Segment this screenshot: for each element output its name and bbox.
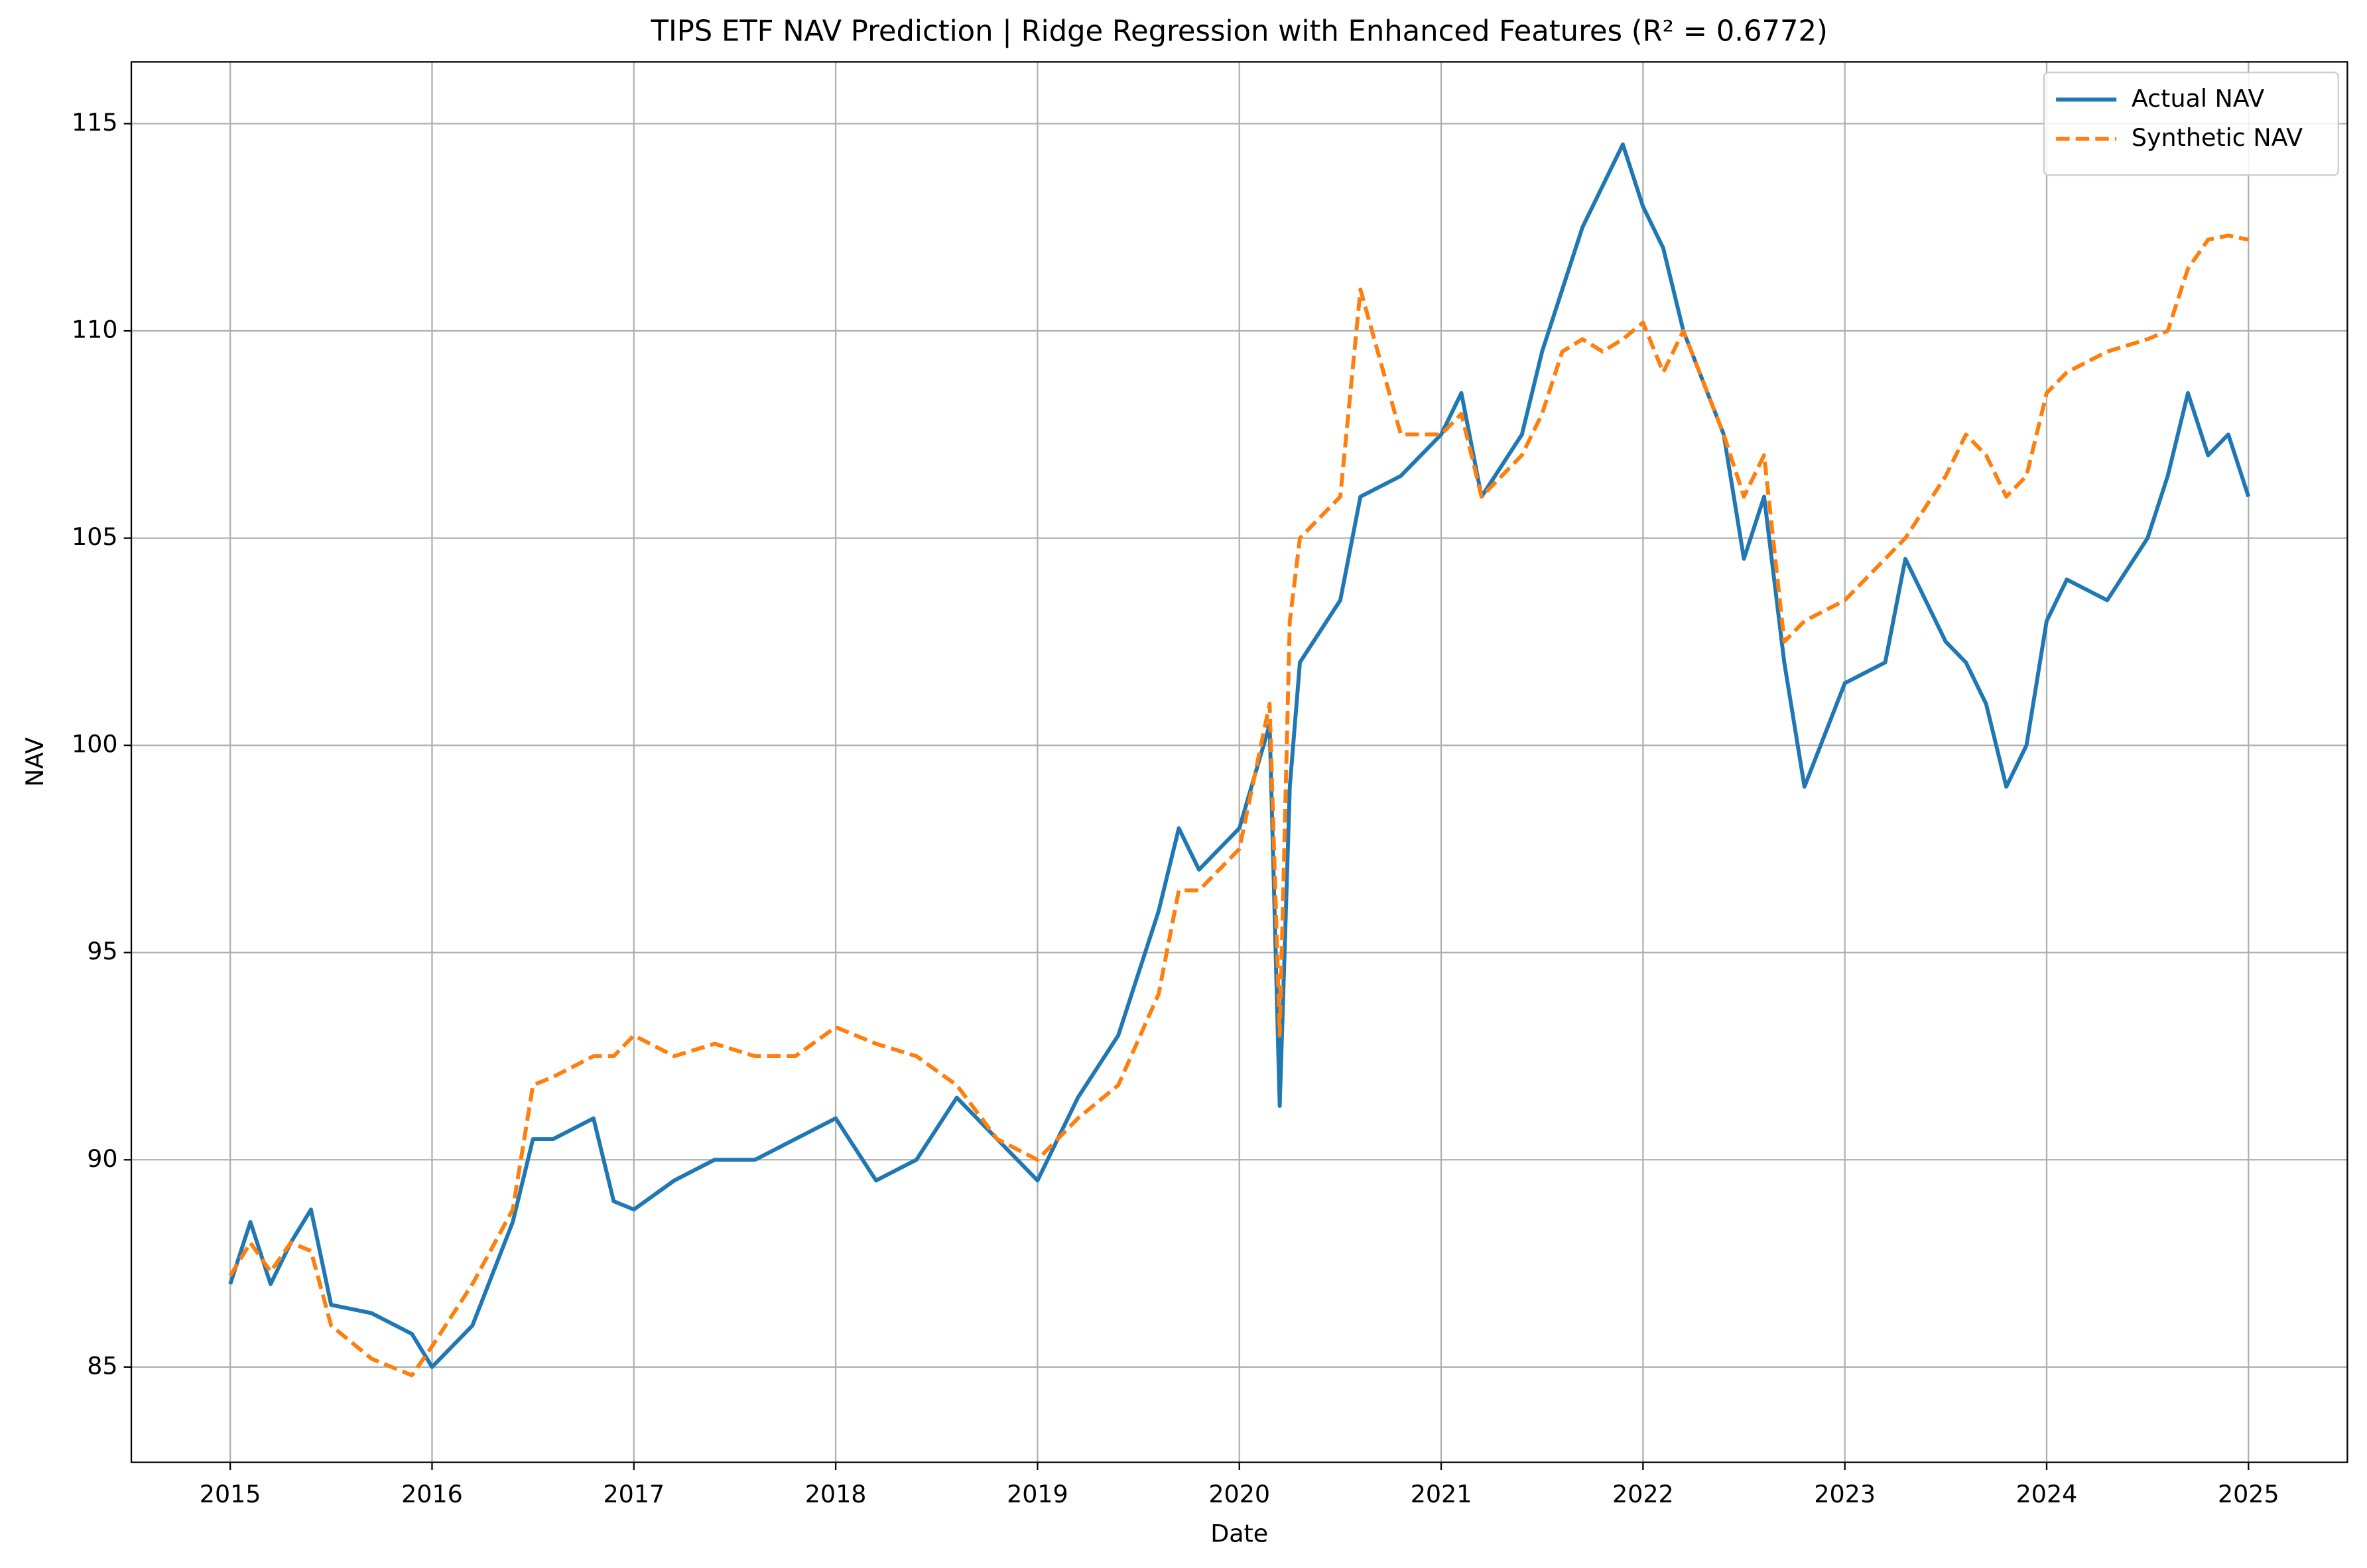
x-tick-label: 2025	[2218, 1480, 2279, 1508]
y-tick-label: 100	[72, 730, 117, 758]
x-tick-label: 2021	[1411, 1480, 1472, 1508]
y-tick-label: 85	[87, 1351, 117, 1380]
x-tick-label: 2018	[805, 1480, 867, 1508]
x-tick-label: 2023	[1814, 1480, 1876, 1508]
legend-label: Synthetic NAV	[2132, 123, 2303, 152]
series-line	[228, 233, 2249, 1378]
legend-label: Actual NAV	[2132, 84, 2264, 113]
x-axis-label: Date	[1210, 1519, 1268, 1547]
y-tick-label: 110	[72, 316, 117, 344]
x-tick-label: 2022	[1612, 1480, 1674, 1508]
y-tick-label: 95	[87, 937, 117, 965]
x-tick-label: 2019	[1007, 1480, 1068, 1508]
x-tick-label: 2017	[603, 1480, 665, 1508]
legend: Actual NAV Synthetic NAV	[2043, 72, 2339, 176]
x-tick-label: 2020	[1208, 1480, 1270, 1508]
y-tick-label: 105	[72, 522, 117, 551]
y-tick-label: 115	[72, 108, 117, 137]
legend-box	[2043, 72, 2339, 176]
chart-title: TIPS ETF NAV Prediction | Ridge Regressi…	[651, 15, 1828, 48]
x-tick-label: 2015	[200, 1480, 261, 1508]
x-tick-label: 2016	[401, 1480, 463, 1508]
x-tick-label: 2024	[2016, 1480, 2078, 1508]
y-tick-label: 90	[87, 1144, 117, 1173]
plot-frame	[130, 61, 2348, 1463]
y-axis-label: NAV	[21, 737, 49, 787]
series-line	[228, 142, 2251, 1369]
